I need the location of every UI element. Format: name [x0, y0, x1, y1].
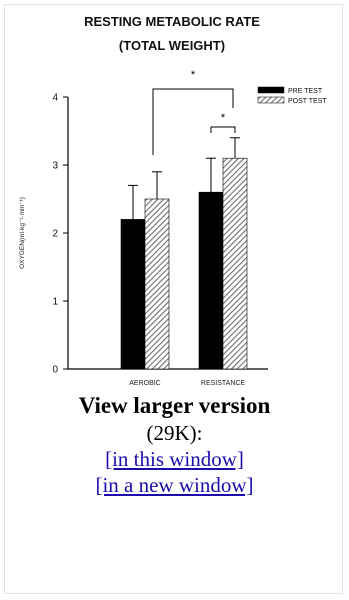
x-tick-label: RESISTANCE [201, 380, 246, 387]
significance-bracket [210, 126, 236, 133]
y-axis-label: OXYGEN(ml·kg⁻¹·min⁻¹) [19, 197, 26, 269]
significance-bracket [152, 88, 234, 155]
bar-post-test [222, 157, 248, 370]
figure-caption: View larger version (29K): [in this wind… [0, 392, 349, 498]
bar-pre-test [198, 191, 224, 370]
y-tick-label: 1 [52, 297, 58, 308]
y-tick-label: 0 [52, 365, 58, 376]
y-tick-label: 4 [52, 93, 58, 104]
bar-pre-test [120, 219, 146, 370]
chart-title-line-1: RESTING METABOLIC RATE [84, 14, 260, 29]
legend-swatch [257, 96, 285, 104]
bar-post-test [144, 198, 170, 370]
open-in-new-window-link[interactable]: [in a new window] [95, 473, 254, 497]
legend-swatch [257, 86, 285, 94]
significance-marker: * [221, 112, 226, 124]
y-tick-label: 3 [52, 161, 58, 172]
y-tick-label: 2 [52, 229, 58, 240]
file-size: (29K): [146, 421, 203, 445]
open-in-this-window-link[interactable]: [in this window] [105, 447, 244, 471]
significance-marker: * [191, 69, 196, 81]
x-tick-label: AEROBIC [129, 380, 161, 387]
view-larger-heading: View larger version [78, 393, 271, 418]
chart-title-line-2: (TOTAL WEIGHT) [119, 38, 225, 53]
chart: RESTING METABOLIC RATE (TOTAL WEIGHT) 0 1… [19, 14, 327, 387]
legend-label: PRE TEST [288, 88, 323, 95]
legend-label: POST TEST [288, 98, 327, 105]
figure-frame [4, 4, 343, 594]
